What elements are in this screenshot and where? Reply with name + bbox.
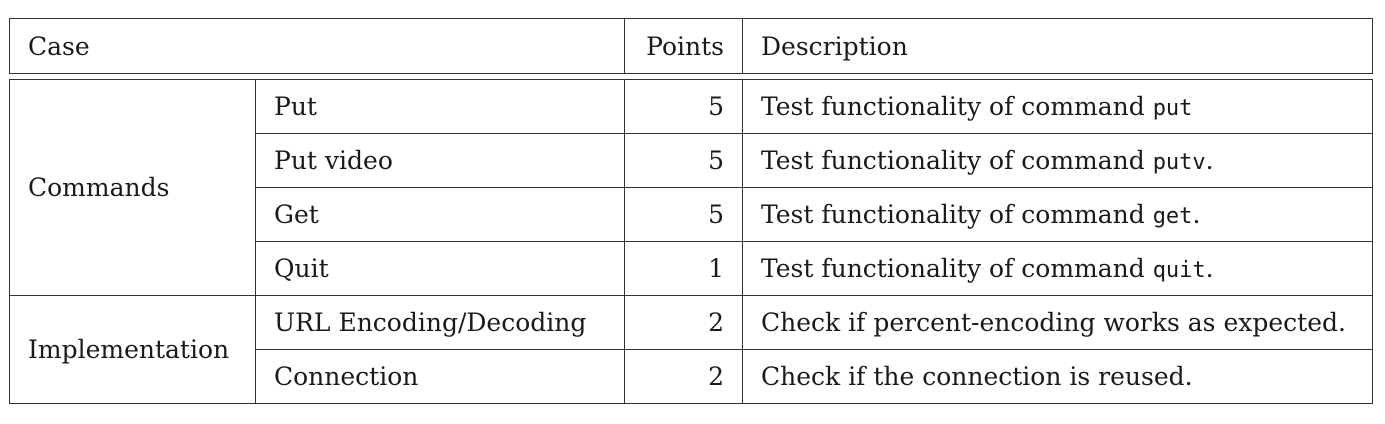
table-row: Connection 2 Check if the connection is … [10, 349, 1373, 404]
row-points: 5 [624, 133, 743, 188]
row-points: 5 [624, 187, 743, 242]
row-description: Check if percent-encoding works as expec… [742, 295, 1373, 350]
row-description: Test functionality of command putv. [742, 133, 1373, 188]
row-description: Test functionality of command get. [742, 187, 1373, 242]
desc-text: Test functionality of command [761, 253, 1153, 283]
row-description: Test functionality of command put [742, 79, 1373, 134]
row-points: 2 [624, 295, 743, 350]
body-table: Commands Put 5 Test functionality of com… [9, 79, 1373, 404]
header-description: Description [742, 18, 1373, 74]
header-row: Case Points Description [9, 18, 1373, 74]
desc-code: quit [1152, 257, 1206, 283]
table-row: Quit 1 Test functionality of command qui… [10, 241, 1373, 296]
table-row: Commands Put 5 Test functionality of com… [9, 79, 1373, 296]
desc-code: put [1152, 95, 1193, 121]
desc-tail: . [1205, 253, 1214, 283]
table-row: Get 5 Test functionality of command get. [10, 187, 1373, 242]
header-points: Points [624, 18, 743, 74]
desc-text: Test functionality of command [761, 199, 1153, 229]
desc-text: Test functionality of command [761, 145, 1153, 175]
row-description: Check if the connection is reused. [742, 349, 1373, 404]
table-row: Put video 5 Test functionality of comman… [10, 133, 1373, 188]
desc-tail: . [1192, 199, 1201, 229]
desc-code: putv [1152, 149, 1206, 175]
group-label-commands: Commands [9, 79, 256, 296]
group-label-implementation: Implementation [9, 295, 256, 404]
desc-code: get [1152, 203, 1193, 229]
header-table: Case Points Description [9, 18, 1373, 74]
row-item: Quit [255, 241, 625, 296]
desc-text: Test functionality of command [761, 91, 1153, 121]
row-item: Put video [255, 133, 625, 188]
row-points: 5 [624, 79, 743, 134]
desc-tail: . [1205, 145, 1214, 175]
row-description: Test functionality of command quit. [742, 241, 1373, 296]
row-item: Connection [255, 349, 625, 404]
row-item: URL Encoding/Decoding [255, 295, 625, 350]
row-points: 2 [624, 349, 743, 404]
row-item: Put [255, 79, 625, 134]
header-case: Case [9, 18, 625, 74]
row-points: 1 [624, 241, 743, 296]
row-item: Get [255, 187, 625, 242]
table-row: Implementation URL Encoding/Decoding 2 C… [9, 295, 1373, 404]
